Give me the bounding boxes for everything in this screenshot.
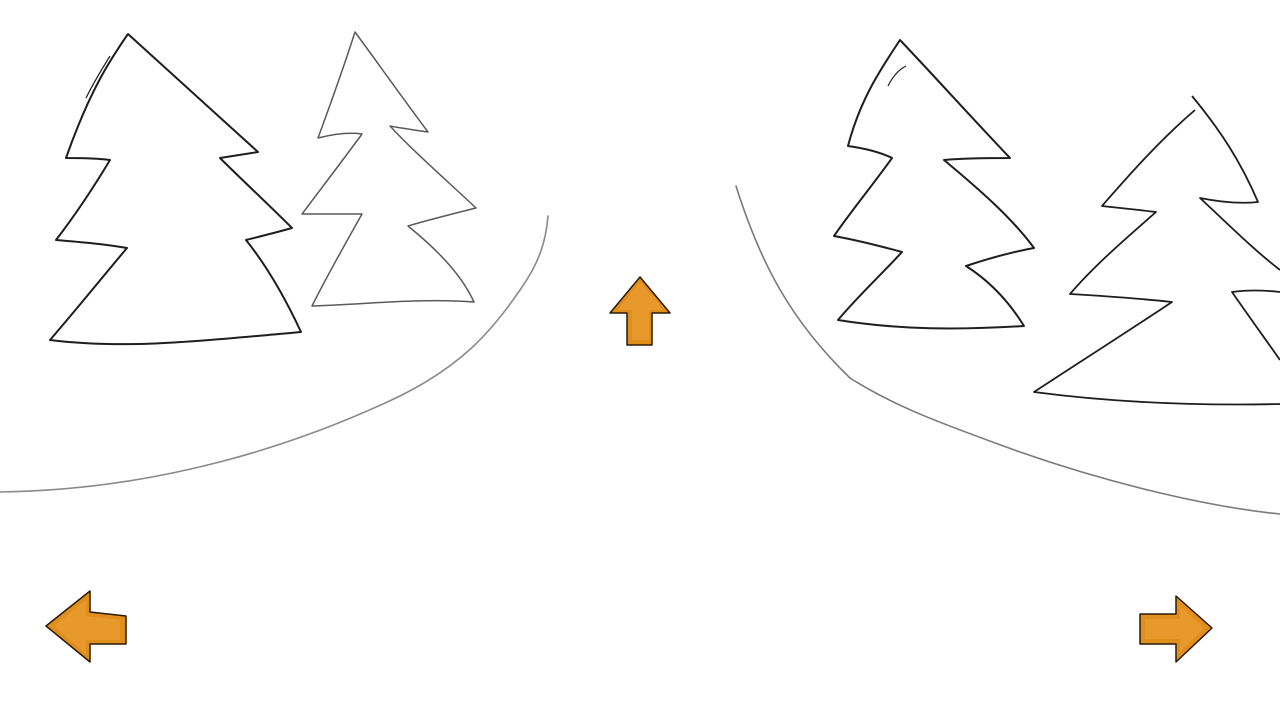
- pine-tree-right-edge: [1033, 109, 1280, 406]
- sketch-stroke: [887, 65, 907, 87]
- pine-tree-right-edge-lower: [1231, 289, 1280, 361]
- pine-tree-left-small: [301, 31, 477, 307]
- path-edge-right: [735, 185, 1280, 515]
- arrow-up-icon: [609, 276, 671, 346]
- pine-tree-left-large: [49, 33, 302, 346]
- sketch-stroke: [85, 55, 111, 99]
- arrow-right-icon: [1139, 595, 1213, 663]
- path-edge-left: [0, 215, 549, 493]
- pine-tree-right-edge-side: [1191, 95, 1280, 271]
- arrow-left-icon: [45, 590, 127, 663]
- turn-left-arrow-button[interactable]: [44, 588, 130, 666]
- forward-arrow-button[interactable]: [606, 274, 674, 350]
- pine-tree-right-center: [833, 39, 1035, 330]
- turn-right-arrow-button[interactable]: [1136, 592, 1216, 666]
